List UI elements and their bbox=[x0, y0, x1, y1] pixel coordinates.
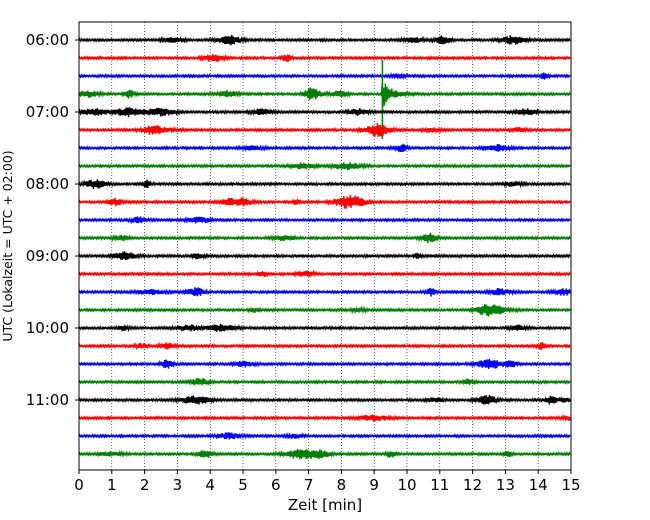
y-axis: 06:00 07:00 08:00 09:00 10:00 11:00 bbox=[26, 31, 79, 409]
trace-line bbox=[78, 394, 571, 405]
trace-line bbox=[78, 432, 571, 440]
trace-line bbox=[78, 72, 571, 81]
x-tick-label: 1 bbox=[107, 476, 117, 494]
y-tick-label: 07:00 bbox=[26, 103, 69, 121]
trace-line bbox=[78, 83, 571, 107]
x-tick-label: 9 bbox=[369, 476, 379, 494]
y-tick-label: 10:00 bbox=[26, 319, 69, 337]
y-tick-label: 11:00 bbox=[26, 391, 69, 409]
x-tick-label: 6 bbox=[271, 476, 281, 494]
trace-line bbox=[78, 251, 571, 261]
trace-line bbox=[78, 123, 571, 138]
x-tick-label: 5 bbox=[238, 476, 248, 494]
trace-line bbox=[78, 341, 571, 351]
y-tick-label: 08:00 bbox=[26, 175, 69, 193]
y-axis-label: UTC (Lokalzeit = UTC + 02:00) bbox=[0, 150, 15, 341]
x-tick-label: 10 bbox=[397, 476, 416, 494]
trace-line bbox=[78, 324, 571, 333]
plot-frame bbox=[78, 21, 572, 471]
trace-line bbox=[78, 34, 571, 46]
trace-line bbox=[78, 269, 571, 279]
traces bbox=[78, 34, 571, 460]
x-tick-label: 14 bbox=[529, 476, 548, 494]
trace-line bbox=[78, 377, 571, 386]
trace-line bbox=[78, 215, 571, 225]
trace-line bbox=[78, 194, 571, 209]
trace-line bbox=[78, 413, 571, 422]
trace-line bbox=[78, 287, 571, 297]
y-tick-label: 09:00 bbox=[26, 247, 69, 265]
trace-line bbox=[78, 359, 571, 370]
grid bbox=[111, 22, 539, 470]
trace-line bbox=[78, 179, 571, 189]
x-tick-label: 3 bbox=[173, 476, 183, 494]
x-tick-label: 4 bbox=[205, 476, 215, 494]
x-tick-label: 12 bbox=[463, 476, 482, 494]
x-axis: 0 1 2 3 4 5 6 7 8 9 10 11 12 13 14 15 bbox=[74, 470, 581, 494]
x-axis-label: Zeit [min] bbox=[288, 496, 362, 514]
x-tick-label: 7 bbox=[304, 476, 314, 494]
y-tick-label: 06:00 bbox=[26, 31, 69, 49]
x-tick-label: 0 bbox=[74, 476, 84, 494]
x-tick-label: 13 bbox=[496, 476, 515, 494]
x-tick-label: 15 bbox=[561, 476, 580, 494]
trace-line bbox=[78, 162, 571, 171]
trace-line bbox=[78, 448, 571, 460]
trace-line bbox=[78, 107, 571, 117]
x-tick-label: 11 bbox=[430, 476, 449, 494]
trace-line bbox=[78, 232, 571, 244]
trace-line bbox=[78, 303, 571, 317]
trace-line bbox=[78, 143, 571, 153]
x-tick-label: 8 bbox=[337, 476, 347, 494]
x-tick-label: 2 bbox=[140, 476, 150, 494]
trace-line bbox=[78, 53, 571, 63]
